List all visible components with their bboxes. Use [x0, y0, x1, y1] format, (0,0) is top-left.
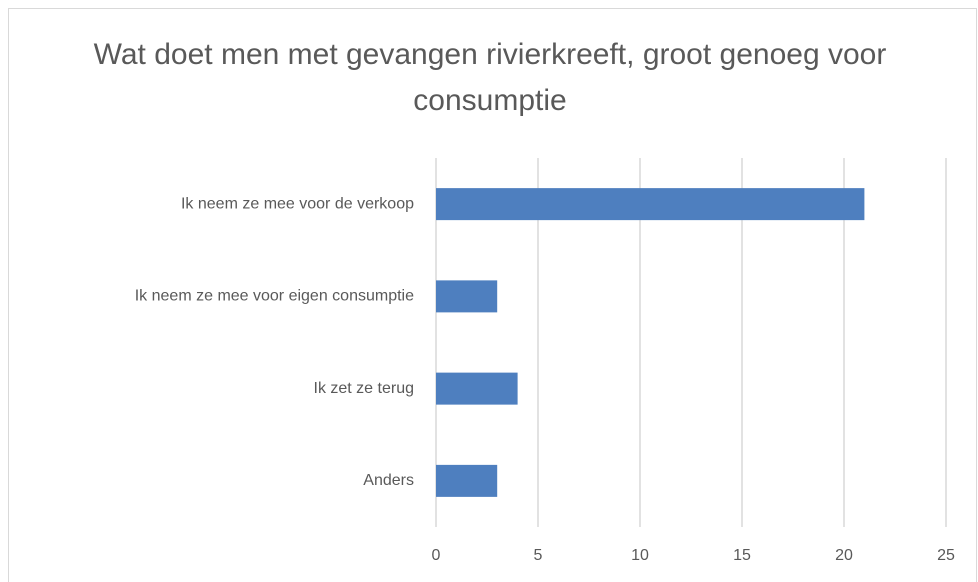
x-tick-label: 20 [835, 547, 853, 564]
bar [436, 372, 518, 405]
chart-border [8, 8, 977, 582]
chart-title: Wat doet men met gevangen rivierkreeft, … [93, 38, 887, 117]
x-tick-label: 10 [631, 547, 649, 564]
y-tick-label: Ik neem ze mee voor eigen consumptie [135, 288, 414, 305]
y-tick-label: Ik neem ze mee voor de verkoop [181, 195, 414, 212]
bar [436, 188, 865, 221]
x-tick-label: 5 [534, 547, 543, 564]
bar [436, 464, 498, 497]
x-tick-label: 15 [733, 547, 751, 564]
x-tick-label: 25 [937, 547, 955, 564]
y-tick-label: Anders [363, 472, 414, 489]
x-tick-label: 0 [432, 547, 441, 564]
bar [436, 280, 498, 313]
y-tick-label: Ik zet ze terug [314, 380, 415, 397]
